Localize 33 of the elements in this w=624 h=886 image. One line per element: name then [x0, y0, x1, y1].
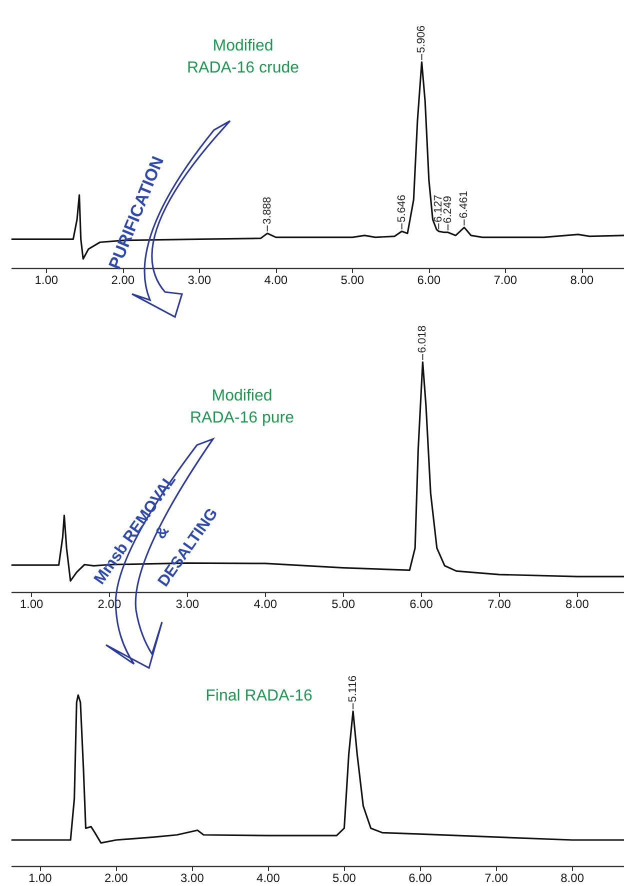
annotation: 6.249	[442, 196, 454, 224]
annotation: 3.888	[261, 196, 274, 224]
x-tick-label: 5.00	[332, 597, 356, 611]
x-tick-label: 3.00	[188, 273, 212, 287]
x-tick-label: 2.00	[111, 273, 135, 287]
x-tick-label: 4.00	[256, 871, 280, 885]
x-tick-label: 2.00	[104, 871, 128, 885]
x-tick-label: 1.00	[34, 273, 58, 287]
x-tick-label: 7.00	[494, 273, 518, 287]
text: Modified RADA-16 pure	[190, 388, 294, 426]
x-tick-label: 8.00	[570, 273, 594, 287]
x-tick-label: 6.00	[408, 871, 432, 885]
x-tick-label: 4.00	[254, 597, 278, 611]
annotation: 5.116	[347, 676, 360, 702]
x-tick-label: 8.00	[560, 871, 584, 885]
x-tick-label: 8.00	[566, 597, 590, 611]
chart-title: Modified RADA-16 crude	[186, 38, 300, 76]
annotation: 5.646	[396, 194, 408, 222]
x-tick-label: 3.00	[180, 871, 204, 885]
x-tick-label: 6.00	[417, 273, 441, 287]
x-tick-label: 7.00	[484, 871, 508, 885]
x-tick-label: 4.00	[264, 273, 288, 287]
annotation: 6.018	[416, 325, 429, 353]
annotation: 6.461	[458, 190, 470, 218]
x-tick-label: 6.00	[410, 597, 434, 611]
annotation: 5.906	[416, 25, 428, 53]
chart-title: Final RADA-16	[206, 688, 312, 704]
x-tick-label: 5.00	[332, 871, 356, 885]
x-tick-label: 3.00	[176, 597, 200, 611]
x-tick-label: 5.00	[340, 273, 364, 287]
x-tick-label: 7.00	[488, 597, 512, 611]
x-tick-label: 1.00	[20, 597, 44, 611]
x-tick-label: 1.00	[28, 871, 52, 885]
